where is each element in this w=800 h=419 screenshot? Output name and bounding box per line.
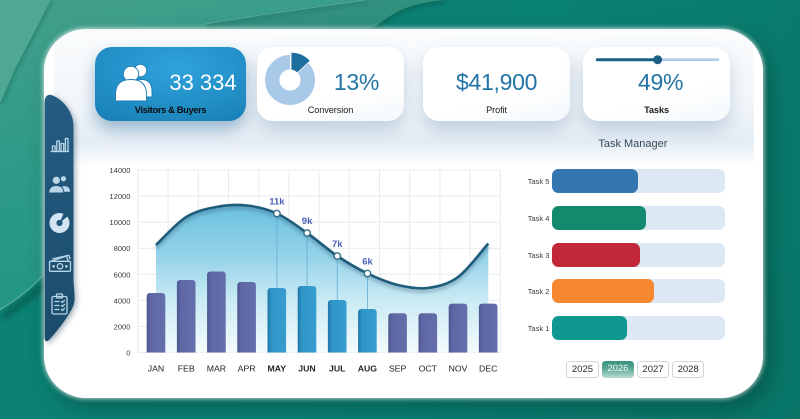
svg-text:6k: 6k xyxy=(362,257,373,268)
svg-text:0: 0 xyxy=(126,349,130,358)
svg-text:11k: 11k xyxy=(269,197,285,208)
svg-text:6000: 6000 xyxy=(114,270,131,279)
svg-text:4000: 4000 xyxy=(114,296,131,305)
svg-text:14000: 14000 xyxy=(109,166,130,175)
svg-text:JAN: JAN xyxy=(148,364,164,374)
svg-text:FEB: FEB xyxy=(178,364,195,374)
svg-text:DEC: DEC xyxy=(479,364,497,374)
svg-text:12000: 12000 xyxy=(109,192,130,201)
svg-text:OCT: OCT xyxy=(419,364,438,374)
svg-text:10000: 10000 xyxy=(109,218,130,227)
svg-text:SEP: SEP xyxy=(389,364,407,374)
svg-text:8000: 8000 xyxy=(114,244,131,253)
svg-text:APR: APR xyxy=(238,364,256,374)
svg-text:NOV: NOV xyxy=(449,364,468,374)
svg-text:JUN: JUN xyxy=(298,364,315,374)
svg-text:MAR: MAR xyxy=(207,364,226,374)
svg-text:7k: 7k xyxy=(332,239,343,250)
svg-text:2000: 2000 xyxy=(114,322,131,331)
svg-text:9k: 9k xyxy=(302,216,313,227)
svg-text:MAY: MAY xyxy=(268,364,287,374)
svg-text:AUG: AUG xyxy=(358,364,378,374)
svg-text:JUL: JUL xyxy=(329,364,346,374)
